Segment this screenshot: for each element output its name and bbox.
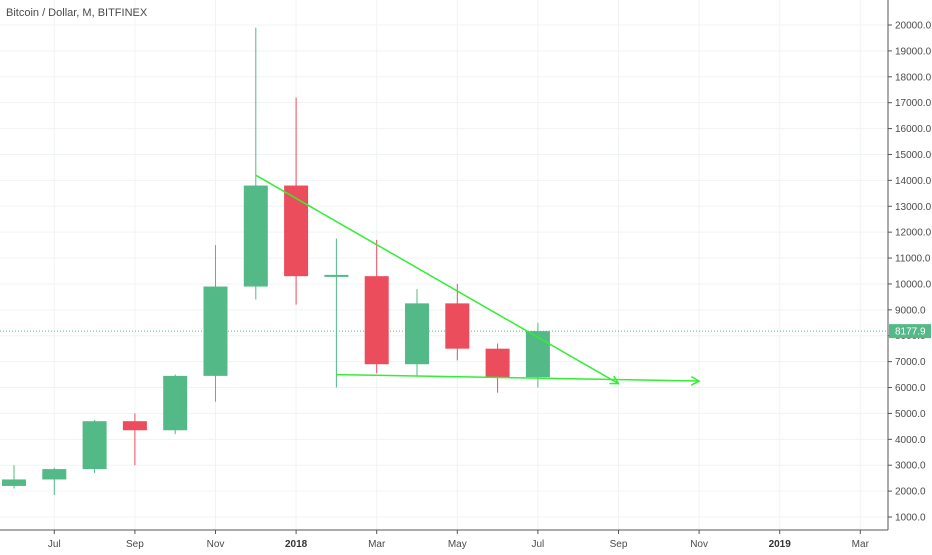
x-tick-label: Mar xyxy=(368,539,386,550)
y-tick-label: 16000.0 xyxy=(895,124,932,135)
x-tick-label: 2018 xyxy=(285,539,308,550)
x-tick-label: Nov xyxy=(207,539,225,550)
y-tick-label: 18000.0 xyxy=(895,72,932,83)
x-tick-label: Nov xyxy=(690,539,708,550)
candle-body xyxy=(203,286,228,376)
y-tick-label: 4000.0 xyxy=(895,435,926,446)
last-price-label: 8177.9 xyxy=(895,327,926,338)
candle-body xyxy=(163,375,188,431)
candle-body xyxy=(243,185,268,287)
y-tick-label: 13000.0 xyxy=(895,202,932,213)
candle-body xyxy=(122,421,147,431)
trend-arrowhead xyxy=(609,375,620,385)
x-tick-label: Sep xyxy=(610,539,628,550)
candle-body xyxy=(364,276,389,365)
trend-line xyxy=(336,373,700,382)
x-tick-label: Sep xyxy=(126,539,144,550)
y-tick-label: 2000.0 xyxy=(895,487,926,498)
candles xyxy=(2,27,550,495)
candle-body xyxy=(445,303,470,349)
y-tick-label: 19000.0 xyxy=(895,46,932,57)
y-tick-label: 7000.0 xyxy=(895,357,926,368)
y-tick-label: 9000.0 xyxy=(895,305,926,316)
last-price-label-box xyxy=(889,324,931,339)
y-tick-label: 3000.0 xyxy=(895,461,926,472)
y-tick-label: 6000.0 xyxy=(895,383,926,394)
chart-title: Bitcoin / Dollar, M, BITFINEX xyxy=(6,7,148,19)
x-tick-label: 2019 xyxy=(769,539,792,550)
candle-body xyxy=(324,274,349,277)
y-tick-label: 15000.0 xyxy=(895,150,932,161)
candle-body xyxy=(405,303,429,365)
y-tick-label: 1000.0 xyxy=(895,513,926,524)
candle-body xyxy=(284,185,309,277)
x-tick-label: May xyxy=(448,539,467,550)
candle-body xyxy=(82,421,107,470)
x-tick-label: Jul xyxy=(48,539,61,550)
candle-body xyxy=(485,348,510,378)
y-tick-label: 10000.0 xyxy=(895,279,932,290)
y-tick-label: 5000.0 xyxy=(895,409,926,420)
trend-arrowhead xyxy=(690,375,701,386)
trend-lines xyxy=(255,174,701,386)
candle-body xyxy=(525,331,550,378)
y-tick-label: 20000.0 xyxy=(895,21,932,32)
candle-body xyxy=(42,469,67,480)
y-tick-label: 17000.0 xyxy=(895,98,932,109)
candle-body xyxy=(2,479,26,486)
y-tick-label: 14000.0 xyxy=(895,176,932,187)
trend-line xyxy=(255,174,619,385)
x-tick-label: Jul xyxy=(532,539,545,550)
y-tick-label: 12000.0 xyxy=(895,228,932,239)
x-tick-label: Mar xyxy=(852,539,870,550)
y-tick-label: 11000.0 xyxy=(895,254,931,265)
